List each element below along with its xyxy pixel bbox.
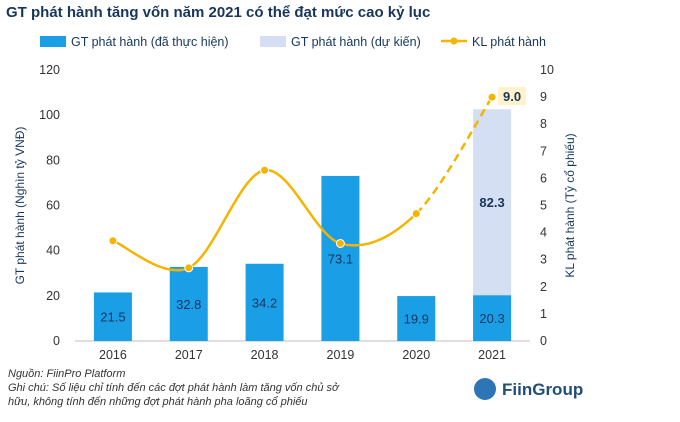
line-marker	[108, 236, 118, 246]
chart-title: GT phát hành tăng vốn năm 2021 có thể đạ…	[6, 4, 431, 21]
y-left-tick-label: 60	[46, 199, 60, 213]
projected-data-label: 82.3	[479, 195, 504, 210]
y-left-tick-label: 100	[39, 108, 60, 122]
x-tick-label: 2016	[99, 348, 127, 362]
legend-swatch-projected	[260, 36, 286, 47]
y-right-tick-label: 1	[540, 307, 547, 321]
bar-projected	[473, 109, 512, 296]
bar-data-label: 20.3	[479, 311, 504, 326]
line-marker	[260, 165, 270, 175]
y-left-axis-title: GT phát hành (Nghìn tỷ VNĐ)	[13, 127, 27, 285]
bar-data-label: 32.8	[176, 297, 201, 312]
legend-label-projected: GT phát hành (dự kiến)	[291, 35, 421, 49]
line-marker	[411, 209, 421, 219]
line-series-dashed	[415, 96, 494, 215]
bar-actual	[169, 266, 208, 341]
bar-actual	[245, 263, 284, 341]
fiingroup-logo-text: FiinGroup	[502, 380, 584, 399]
note-line-2: hữu, không tính đến những đợt phát hành …	[8, 396, 308, 408]
line-end-label-box	[498, 87, 527, 106]
line-series-solid	[112, 169, 418, 272]
y-right-tick-label: 2	[540, 280, 547, 294]
y-right-tick-label: 8	[540, 117, 547, 131]
fiingroup-logo-icon	[474, 378, 496, 400]
legend-swatch-line-marker	[450, 37, 458, 45]
y-right-tick-label: 7	[540, 144, 547, 158]
source-note: Nguồn: FiinPro Platform	[8, 368, 126, 380]
bar-actual	[321, 175, 360, 341]
line-marker	[184, 263, 194, 273]
y-right-tick-label: 3	[540, 253, 547, 267]
y-right-tick-label: 9	[540, 90, 547, 104]
legend-swatch-actual	[40, 36, 66, 47]
line-marker	[335, 238, 345, 248]
x-tick-label: 2021	[478, 348, 506, 362]
y-left-tick-label: 20	[46, 289, 60, 303]
y-right-tick-label: 5	[540, 199, 547, 213]
x-tick-label: 2020	[402, 348, 430, 362]
legend-label-actual: GT phát hành (đã thực hiện)	[71, 35, 229, 49]
y-right-tick-label: 4	[540, 226, 547, 240]
x-tick-label: 2019	[327, 348, 355, 362]
y-left-tick-label: 40	[46, 244, 60, 258]
y-right-tick-label: 0	[540, 334, 547, 348]
y-right-tick-label: 6	[540, 171, 547, 185]
line-marker	[487, 92, 497, 102]
y-left-tick-label: 120	[39, 63, 60, 77]
bar-data-label: 34.2	[252, 295, 277, 310]
bar-data-label: 21.5	[100, 310, 125, 325]
fiingroup-logo: FiinGroup	[474, 375, 594, 405]
y-left-tick-label: 80	[46, 153, 60, 167]
note-line-1: Ghi chú: Số liệu chỉ tính đến các đợt ph…	[8, 382, 339, 394]
chart-svg: GT phát hành (đã thực hiện) GT phát hành …	[13, 35, 577, 362]
bar-data-label: 19.9	[404, 312, 429, 327]
bar-actual	[93, 292, 132, 341]
bar-actual	[397, 296, 436, 341]
line-end-label: 9.0	[503, 89, 521, 104]
y-right-tick-label: 10	[540, 63, 554, 77]
legend-label-line: KL phát hành	[472, 35, 546, 49]
x-tick-label: 2017	[175, 348, 203, 362]
bar-actual	[473, 295, 512, 341]
y-left-tick-label: 0	[53, 334, 60, 348]
x-tick-label: 2018	[251, 348, 279, 362]
bar-data-label: 73.1	[328, 251, 353, 266]
y-right-axis-title: KL phát hành (Tỷ cổ phiếu)	[563, 133, 577, 277]
